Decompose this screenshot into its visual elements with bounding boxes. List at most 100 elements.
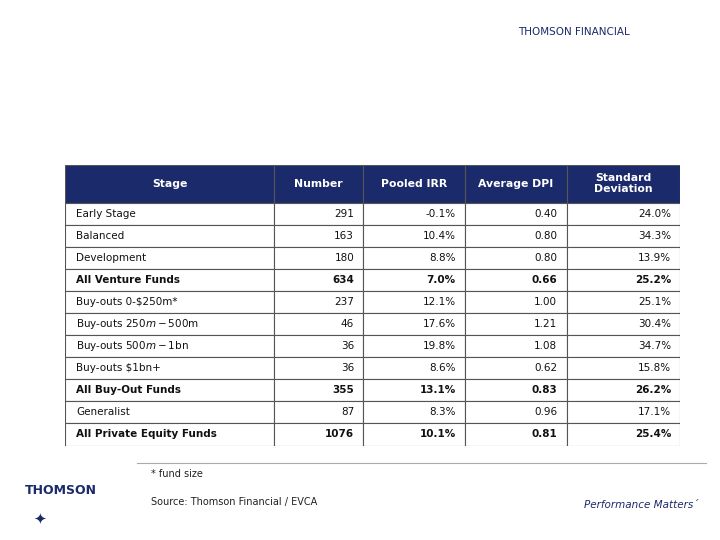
Bar (567, 423, 680, 446)
Bar (465, 313, 567, 335)
Bar (274, 269, 364, 291)
Text: 15.8%: 15.8% (638, 363, 671, 373)
Text: 237: 237 (334, 297, 354, 307)
Bar (274, 357, 364, 379)
Bar (567, 313, 680, 335)
Bar (465, 335, 567, 357)
Text: 25.1%: 25.1% (638, 297, 671, 307)
Bar (465, 423, 567, 446)
Text: 8.8%: 8.8% (429, 253, 456, 263)
Text: Development: Development (76, 253, 146, 263)
Text: 34.3%: 34.3% (638, 231, 671, 241)
Bar (274, 313, 364, 335)
Bar (65, 335, 274, 357)
Bar (274, 247, 364, 269)
Text: 180: 180 (334, 253, 354, 263)
Text: 1076: 1076 (325, 429, 354, 440)
Bar (465, 269, 567, 291)
Bar (567, 165, 680, 202)
Text: 10.4%: 10.4% (423, 231, 456, 241)
Text: 26.2%: 26.2% (635, 386, 671, 395)
Bar (567, 247, 680, 269)
Text: All Private Equity Funds: All Private Equity Funds (76, 429, 217, 440)
Bar (465, 291, 567, 313)
Text: 25.4%: 25.4% (635, 429, 671, 440)
Bar (274, 379, 364, 401)
Text: Balanced: Balanced (76, 231, 124, 241)
Text: 0.80: 0.80 (534, 253, 557, 263)
Bar (567, 401, 680, 423)
Bar (364, 165, 465, 202)
Text: Number: Number (294, 179, 343, 188)
Text: 30.4%: 30.4% (638, 319, 671, 329)
Text: Buy-outs $1bn+: Buy-outs $1bn+ (76, 363, 161, 373)
Text: * fund size: * fund size (151, 469, 203, 479)
Bar (364, 423, 465, 446)
Bar (364, 335, 465, 357)
Bar (274, 423, 364, 446)
Bar (65, 247, 274, 269)
Text: 1.00: 1.00 (534, 297, 557, 307)
Text: 163: 163 (334, 231, 354, 241)
Text: 0.83: 0.83 (531, 386, 557, 395)
Text: 355: 355 (333, 386, 354, 395)
Bar (65, 423, 274, 446)
Text: ✦: ✦ (33, 512, 46, 526)
Bar (364, 291, 465, 313)
Bar (65, 313, 274, 335)
Text: 0.40: 0.40 (534, 208, 557, 219)
Text: 1.21: 1.21 (534, 319, 557, 329)
Bar (465, 401, 567, 423)
Bar (567, 357, 680, 379)
Bar (65, 379, 274, 401)
Bar (465, 247, 567, 269)
Text: Source: Thomson Financial / EVCA: Source: Thomson Financial / EVCA (151, 497, 318, 508)
Bar (274, 335, 364, 357)
Text: 0.62: 0.62 (534, 363, 557, 373)
Text: 46: 46 (341, 319, 354, 329)
Text: 13.9%: 13.9% (638, 253, 671, 263)
Text: Buy-outs $500m-$1bn: Buy-outs $500m-$1bn (76, 339, 189, 353)
Bar (274, 291, 364, 313)
Text: 0.96: 0.96 (534, 407, 557, 417)
Bar (567, 269, 680, 291)
Bar (567, 379, 680, 401)
Bar (274, 202, 364, 225)
Bar (274, 225, 364, 247)
Text: 0.80: 0.80 (534, 231, 557, 241)
Text: 87: 87 (341, 407, 354, 417)
Text: 12.1%: 12.1% (423, 297, 456, 307)
Text: 36: 36 (341, 341, 354, 351)
Text: THOMSON: THOMSON (25, 484, 97, 497)
Text: THOMSON FINANCIAL: THOMSON FINANCIAL (518, 26, 630, 37)
Text: Early Stage: Early Stage (76, 208, 135, 219)
Bar (65, 401, 274, 423)
Bar (364, 401, 465, 423)
Text: Buy-outs $250m-$500m: Buy-outs $250m-$500m (76, 317, 199, 331)
Bar (364, 247, 465, 269)
Text: 1.08: 1.08 (534, 341, 557, 351)
Text: 36: 36 (341, 363, 354, 373)
Bar (274, 165, 364, 202)
Text: Pooled IRR: Pooled IRR (381, 179, 447, 188)
Text: Stage: Stage (152, 179, 187, 188)
Text: 24.0%: 24.0% (638, 208, 671, 219)
Bar (65, 202, 274, 225)
Text: All Venture Funds: All Venture Funds (76, 275, 180, 285)
Text: 17.1%: 17.1% (638, 407, 671, 417)
Text: 34.7%: 34.7% (638, 341, 671, 351)
Text: Standard
Deviation: Standard Deviation (594, 173, 653, 194)
Bar (567, 225, 680, 247)
Text: -0.1%: -0.1% (426, 208, 456, 219)
Bar (465, 225, 567, 247)
Text: 10.1%: 10.1% (420, 429, 456, 440)
Bar (465, 165, 567, 202)
Text: Returns Since Inception Net to Investors as of 30-Jun-2006: Returns Since Inception Net to Investors… (22, 119, 527, 134)
Text: European Private Equity Funds Formed 1980-2006: European Private Equity Funds Formed 198… (22, 86, 453, 101)
Bar (65, 357, 274, 379)
Bar (567, 202, 680, 225)
Bar (65, 225, 274, 247)
Text: 17.6%: 17.6% (423, 319, 456, 329)
Bar (465, 357, 567, 379)
Text: 291: 291 (334, 208, 354, 219)
